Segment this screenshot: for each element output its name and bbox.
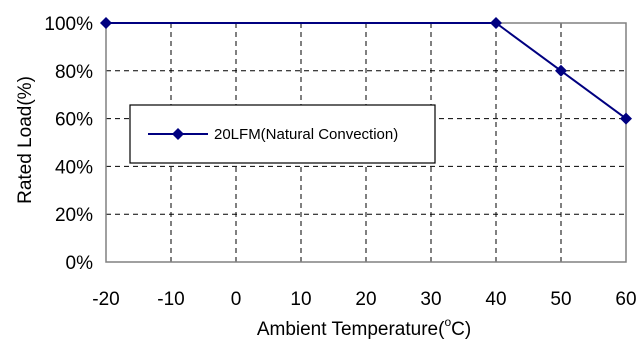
series-layer bbox=[100, 17, 632, 125]
x-tick-label: 20 bbox=[355, 289, 376, 310]
data-point-marker bbox=[100, 17, 112, 29]
x-axis-title: Ambient Temperature(oC) bbox=[257, 315, 471, 340]
legend-diamond-marker bbox=[172, 128, 184, 140]
legend: 20LFM(Natural Convection) bbox=[129, 104, 436, 164]
x-tick-label: 10 bbox=[290, 289, 311, 310]
data-point-marker bbox=[490, 17, 502, 29]
x-tick-label: 50 bbox=[550, 289, 571, 310]
x-tick-label: 30 bbox=[420, 289, 441, 310]
x-tick-label: -20 bbox=[92, 289, 119, 310]
y-tick-label: 100% bbox=[44, 14, 93, 35]
y-tick-labels: 0% 20% 40% 60% 80% 100% bbox=[44, 14, 93, 274]
degree-symbol: o bbox=[444, 315, 451, 329]
x-axis-title-prefix: Ambient Temperature( bbox=[257, 319, 445, 340]
y-tick-label: 0% bbox=[66, 253, 94, 274]
x-tick-label: -10 bbox=[157, 289, 184, 310]
x-tick-labels: -20 -10 0 10 20 30 40 50 60 bbox=[92, 289, 636, 310]
y-axis-title: Rated Load(%) bbox=[15, 76, 36, 204]
x-tick-label: 60 bbox=[615, 289, 636, 310]
y-tick-label: 60% bbox=[55, 110, 93, 131]
x-axis-title-suffix: C) bbox=[451, 319, 471, 340]
data-point-marker bbox=[555, 64, 567, 77]
data-point-marker bbox=[620, 112, 632, 125]
y-tick-label: 40% bbox=[55, 157, 93, 178]
y-tick-label: 20% bbox=[55, 205, 93, 226]
x-tick-label: 40 bbox=[485, 289, 506, 310]
x-tick-label: 0 bbox=[231, 289, 242, 310]
legend-label: 20LFM(Natural Convection) bbox=[214, 126, 398, 143]
y-tick-label: 80% bbox=[55, 62, 93, 83]
series-line bbox=[106, 22, 627, 120]
